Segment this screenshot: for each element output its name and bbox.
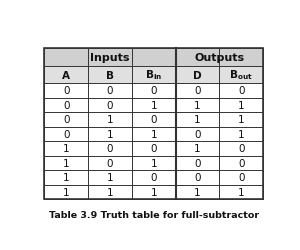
Text: 0: 0 bbox=[238, 158, 244, 168]
Text: $\mathbf{B_{in}}$: $\mathbf{B_{in}}$ bbox=[145, 68, 162, 82]
Text: Table 3.9 Truth table for full-subtractor: Table 3.9 Truth table for full-subtracto… bbox=[49, 210, 259, 219]
Text: 0: 0 bbox=[107, 144, 113, 154]
Text: 0: 0 bbox=[194, 130, 201, 139]
Text: 0: 0 bbox=[63, 130, 70, 139]
Text: 1: 1 bbox=[150, 187, 157, 197]
Text: 1: 1 bbox=[194, 100, 201, 110]
Bar bbox=[44, 49, 263, 200]
Text: 1: 1 bbox=[107, 173, 113, 183]
Text: 1: 1 bbox=[238, 100, 244, 110]
Bar bbox=[44, 66, 263, 84]
Text: 0: 0 bbox=[194, 173, 201, 183]
Text: 1: 1 bbox=[63, 187, 70, 197]
Text: 0: 0 bbox=[151, 86, 157, 96]
Text: 1: 1 bbox=[238, 115, 244, 125]
Text: $\mathbf{A}$: $\mathbf{A}$ bbox=[61, 69, 71, 81]
Text: 0: 0 bbox=[238, 86, 244, 96]
Text: 1: 1 bbox=[107, 130, 113, 139]
Text: 0: 0 bbox=[151, 144, 157, 154]
Text: 1: 1 bbox=[150, 130, 157, 139]
Text: 1: 1 bbox=[194, 115, 201, 125]
Text: 1: 1 bbox=[194, 187, 201, 197]
Text: 1: 1 bbox=[107, 187, 113, 197]
Text: 0: 0 bbox=[63, 100, 70, 110]
Text: 1: 1 bbox=[63, 144, 70, 154]
Text: Outputs: Outputs bbox=[194, 53, 244, 63]
Text: 0: 0 bbox=[63, 115, 70, 125]
Text: $\mathbf{D}$: $\mathbf{D}$ bbox=[192, 69, 203, 81]
Text: 1: 1 bbox=[194, 144, 201, 154]
Text: $\mathbf{B}$: $\mathbf{B}$ bbox=[105, 69, 115, 81]
Bar bbox=[44, 49, 263, 66]
Text: 1: 1 bbox=[150, 100, 157, 110]
Text: 0: 0 bbox=[194, 158, 201, 168]
Text: 0: 0 bbox=[238, 144, 244, 154]
Text: 1: 1 bbox=[238, 187, 244, 197]
Text: 0: 0 bbox=[107, 100, 113, 110]
Bar bbox=[44, 84, 263, 200]
Text: 1: 1 bbox=[107, 115, 113, 125]
Text: 0: 0 bbox=[151, 173, 157, 183]
Text: $\mathbf{B_{out}}$: $\mathbf{B_{out}}$ bbox=[230, 68, 253, 82]
Text: 0: 0 bbox=[238, 173, 244, 183]
Text: 1: 1 bbox=[150, 158, 157, 168]
Text: 0: 0 bbox=[151, 115, 157, 125]
Text: 1: 1 bbox=[238, 130, 244, 139]
Text: 1: 1 bbox=[63, 173, 70, 183]
Text: 0: 0 bbox=[63, 86, 70, 96]
Text: 0: 0 bbox=[194, 86, 201, 96]
Text: 0: 0 bbox=[107, 158, 113, 168]
Text: 0: 0 bbox=[107, 86, 113, 96]
Text: Inputs: Inputs bbox=[90, 53, 130, 63]
Text: 1: 1 bbox=[63, 158, 70, 168]
